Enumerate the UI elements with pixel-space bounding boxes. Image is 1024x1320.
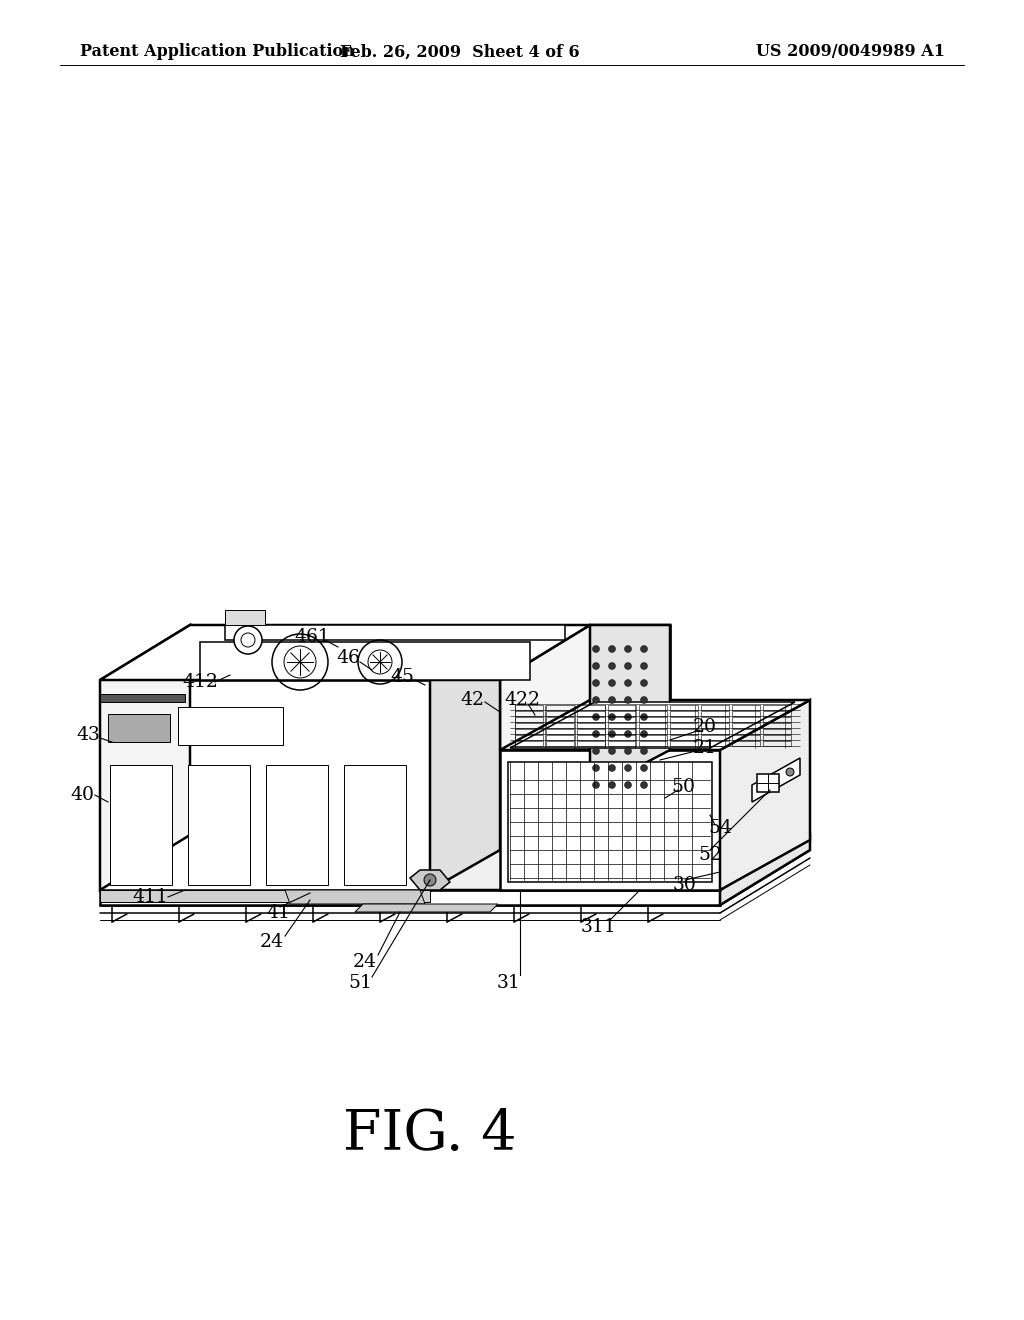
Polygon shape xyxy=(225,624,565,640)
Circle shape xyxy=(640,781,647,788)
Bar xyxy=(178,708,283,744)
Bar xyxy=(344,766,406,884)
Circle shape xyxy=(625,714,632,721)
Text: 24: 24 xyxy=(260,933,284,950)
Circle shape xyxy=(608,680,615,686)
Polygon shape xyxy=(355,904,498,912)
Circle shape xyxy=(608,714,615,721)
Text: 43: 43 xyxy=(76,726,100,744)
Bar xyxy=(110,766,172,884)
Text: 24: 24 xyxy=(353,953,377,972)
Circle shape xyxy=(608,645,615,652)
Circle shape xyxy=(625,781,632,788)
Polygon shape xyxy=(225,610,265,624)
Text: 50: 50 xyxy=(671,777,695,796)
Circle shape xyxy=(608,697,615,704)
Circle shape xyxy=(640,764,647,771)
Polygon shape xyxy=(100,680,430,890)
Polygon shape xyxy=(100,624,590,680)
Circle shape xyxy=(625,645,632,652)
Text: 42: 42 xyxy=(460,690,484,709)
Text: 412: 412 xyxy=(182,673,218,690)
Circle shape xyxy=(625,747,632,755)
Text: 411: 411 xyxy=(132,888,168,906)
Circle shape xyxy=(608,663,615,669)
Circle shape xyxy=(593,730,599,738)
Polygon shape xyxy=(720,700,810,890)
Text: 30: 30 xyxy=(673,876,697,894)
Circle shape xyxy=(593,781,599,788)
Circle shape xyxy=(640,747,647,755)
Circle shape xyxy=(625,730,632,738)
Bar xyxy=(100,694,185,702)
Circle shape xyxy=(640,645,647,652)
Text: 20: 20 xyxy=(693,718,717,737)
Polygon shape xyxy=(200,642,530,680)
Text: 40: 40 xyxy=(70,785,94,804)
Text: Feb. 26, 2009  Sheet 4 of 6: Feb. 26, 2009 Sheet 4 of 6 xyxy=(340,44,580,61)
Circle shape xyxy=(424,874,436,886)
Text: US 2009/0049989 A1: US 2009/0049989 A1 xyxy=(756,44,944,61)
Polygon shape xyxy=(500,700,810,750)
Polygon shape xyxy=(100,890,430,902)
Circle shape xyxy=(608,747,615,755)
Circle shape xyxy=(608,730,615,738)
Circle shape xyxy=(593,645,599,652)
Circle shape xyxy=(625,680,632,686)
Polygon shape xyxy=(510,702,795,748)
Circle shape xyxy=(608,764,615,771)
Text: 41: 41 xyxy=(266,904,290,921)
Text: 31: 31 xyxy=(496,974,520,993)
Text: FIG. 4: FIG. 4 xyxy=(343,1107,517,1163)
Circle shape xyxy=(593,680,599,686)
Text: 311: 311 xyxy=(581,917,615,936)
Circle shape xyxy=(608,781,615,788)
Text: 21: 21 xyxy=(693,739,717,756)
Circle shape xyxy=(593,747,599,755)
Circle shape xyxy=(625,697,632,704)
Polygon shape xyxy=(500,750,720,890)
Text: 461: 461 xyxy=(294,628,330,645)
Polygon shape xyxy=(100,836,810,890)
Circle shape xyxy=(593,663,599,669)
Circle shape xyxy=(593,714,599,721)
Polygon shape xyxy=(285,890,425,904)
Text: 45: 45 xyxy=(390,668,414,686)
Polygon shape xyxy=(590,624,670,792)
Polygon shape xyxy=(752,758,800,803)
Text: 46: 46 xyxy=(336,649,360,667)
Circle shape xyxy=(640,714,647,721)
Circle shape xyxy=(640,697,647,704)
Circle shape xyxy=(640,680,647,686)
Circle shape xyxy=(625,764,632,771)
Polygon shape xyxy=(410,870,450,890)
Bar xyxy=(757,774,779,792)
Text: 52: 52 xyxy=(698,846,722,865)
Bar xyxy=(188,766,250,884)
Polygon shape xyxy=(508,762,712,882)
Text: 422: 422 xyxy=(504,690,540,709)
Text: 54: 54 xyxy=(708,818,732,837)
Bar xyxy=(108,714,170,742)
Circle shape xyxy=(625,663,632,669)
Polygon shape xyxy=(500,624,670,750)
Circle shape xyxy=(640,663,647,669)
Polygon shape xyxy=(100,890,720,906)
Circle shape xyxy=(593,697,599,704)
Polygon shape xyxy=(720,836,810,906)
Circle shape xyxy=(640,730,647,738)
Polygon shape xyxy=(100,624,190,890)
Polygon shape xyxy=(430,680,500,890)
Text: Patent Application Publication: Patent Application Publication xyxy=(80,44,354,61)
Circle shape xyxy=(234,626,262,653)
Circle shape xyxy=(786,768,794,776)
Text: 51: 51 xyxy=(348,974,372,993)
Bar xyxy=(266,766,328,884)
Circle shape xyxy=(593,764,599,771)
